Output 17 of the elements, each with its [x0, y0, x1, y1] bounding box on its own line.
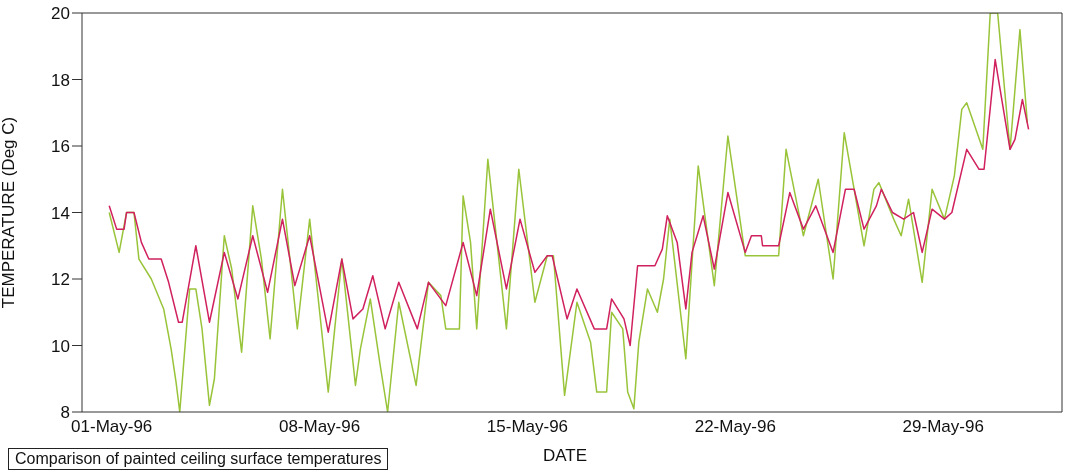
y-axis-title: TEMPERATURE (Deg C) — [0, 116, 19, 309]
line-series — [108, 13, 1029, 412]
y-tick-label: 12 — [51, 270, 70, 290]
x-tick-label: 01-May-96 — [71, 417, 153, 437]
y-tick-label: 8 — [60, 403, 70, 423]
line-series — [108, 58, 1030, 347]
y-tick-label: 14 — [51, 203, 70, 223]
y-tick-label: 10 — [51, 336, 70, 356]
y-tick-label: 18 — [51, 70, 70, 90]
x-tick-label: 08-May-96 — [278, 417, 361, 437]
text: Comparison of painted ceiling surface temperatures — [15, 450, 382, 468]
x-tick-label: 22-May-96 — [694, 417, 776, 437]
y-tick-label: 16 — [51, 137, 70, 157]
x-tick-label: 15-May-96 — [486, 417, 569, 437]
y-tick-label: 20 — [51, 4, 70, 24]
x-tick-label: 29-May-96 — [902, 417, 984, 437]
x-axis-title: DATE — [541, 446, 589, 466]
